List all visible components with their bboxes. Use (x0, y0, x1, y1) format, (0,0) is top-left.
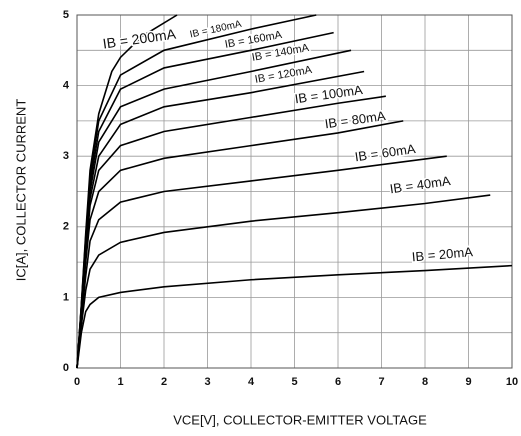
x-tick-label: 8 (422, 376, 428, 388)
y-tick-label: 2 (63, 221, 69, 233)
curve (76, 14, 178, 369)
x-tick-label: 1 (117, 376, 123, 388)
curve (76, 95, 386, 369)
y-tick-label: 1 (63, 291, 69, 303)
curve-label: IB = 40mA (389, 173, 452, 196)
y-tick-label: 5 (63, 9, 69, 21)
curve (76, 31, 334, 369)
x-tick-label: 4 (248, 376, 255, 388)
curve (76, 264, 513, 369)
x-tick-label: 9 (465, 376, 471, 388)
y-tick-label: 3 (63, 150, 69, 162)
x-tick-label: 0 (74, 376, 80, 388)
x-tick-label: 7 (378, 376, 384, 388)
curve-label: IB = 80mA (324, 108, 387, 131)
y-axis-label: IC[A], COLLECTOR CURRENT (13, 99, 28, 282)
x-tick-label: 6 (335, 376, 341, 388)
curve (76, 194, 491, 369)
y-tick-label: 4 (63, 80, 70, 92)
plot-frame (76, 14, 513, 369)
x-axis-label: VCE[V], COLLECTOR-EMITTER VOLTAGE (173, 412, 427, 427)
x-tick-label: 2 (161, 376, 167, 388)
x-tick-label: 10 (506, 376, 518, 388)
y-tick-label: 0 (63, 362, 69, 374)
curve-label: IB = 200mA (102, 25, 178, 51)
x-tick-label: 5 (291, 376, 297, 388)
curve-label: IB = 20mA (411, 244, 473, 264)
curve (76, 70, 365, 369)
x-tick-label: 3 (204, 376, 210, 388)
